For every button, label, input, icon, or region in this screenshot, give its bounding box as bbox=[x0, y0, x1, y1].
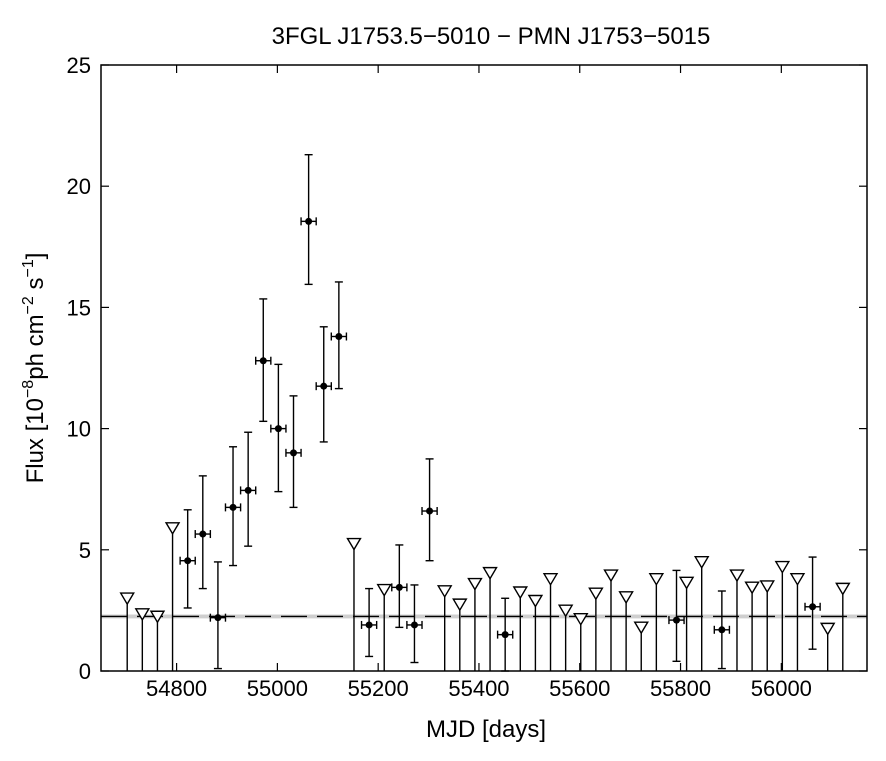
data-point bbox=[718, 626, 726, 634]
y-tick-label: 0 bbox=[79, 659, 91, 684]
upper-limit-marker bbox=[633, 621, 649, 635]
data-point bbox=[199, 530, 207, 538]
upper-limit-marker bbox=[774, 560, 791, 574]
upper-limit-marker bbox=[557, 604, 574, 618]
upper-limit-marker bbox=[729, 569, 745, 583]
upper-limit-marker bbox=[164, 522, 181, 536]
chart-title: 3FGL J1753.5−5010 − PMN J1753−5015 bbox=[272, 23, 711, 50]
upper-limit-marker bbox=[542, 572, 559, 587]
plot-frame bbox=[100, 64, 868, 672]
data-point bbox=[501, 631, 509, 639]
upper-limit-marker bbox=[789, 572, 806, 587]
upper-limit-marker bbox=[467, 577, 483, 591]
upper-limit-marker bbox=[376, 583, 392, 597]
y-tick-label: 15 bbox=[67, 295, 91, 320]
data-point bbox=[320, 382, 328, 390]
x-tick-label: 55200 bbox=[348, 676, 409, 701]
upper-limit-marker bbox=[693, 556, 710, 570]
upper-limit-marker bbox=[512, 586, 529, 600]
data-point bbox=[365, 621, 373, 629]
data-point bbox=[395, 583, 403, 591]
upper-limit-marker bbox=[603, 569, 619, 583]
x-axis-label: MJD [days] bbox=[426, 716, 546, 743]
data-point bbox=[410, 621, 418, 629]
upper-limit-marker bbox=[573, 612, 589, 627]
upper-limit-marker bbox=[452, 598, 468, 612]
x-tick-label: 55400 bbox=[448, 676, 509, 701]
y-tick-label: 10 bbox=[67, 417, 91, 442]
upper-limit-marker bbox=[346, 537, 362, 551]
x-tick-label: 54800 bbox=[146, 676, 207, 701]
y-tick-label: 25 bbox=[67, 53, 91, 78]
x-tick-label: 55600 bbox=[549, 676, 610, 701]
upper-limit-marker bbox=[134, 608, 151, 622]
upper-limit-marker bbox=[119, 592, 135, 606]
plot-area: 54800 55000 55200 55400 55600 55800 56000 0 5 10 1… bbox=[67, 53, 867, 701]
data-point bbox=[259, 357, 267, 365]
upper-limit-marker bbox=[835, 582, 851, 596]
y-tick-label: 5 bbox=[79, 538, 91, 563]
data-point bbox=[335, 332, 343, 340]
upper-limit-marker bbox=[149, 610, 166, 624]
upper-limit-marker bbox=[618, 591, 634, 605]
data-point bbox=[673, 616, 681, 624]
upper-limit-marker bbox=[759, 580, 775, 594]
data-point bbox=[184, 557, 192, 565]
x-tick-label: 55800 bbox=[650, 676, 711, 701]
upper-limit-marker bbox=[527, 594, 544, 608]
data-point bbox=[214, 614, 222, 622]
upper-limit-marker bbox=[482, 566, 498, 580]
upper-limit-marker bbox=[819, 622, 836, 636]
x-tick-label: 55000 bbox=[247, 676, 308, 701]
data-point bbox=[809, 603, 817, 611]
data-point bbox=[290, 449, 298, 457]
x-tick-label: 56000 bbox=[751, 676, 812, 701]
upper-limit-marker bbox=[678, 576, 695, 590]
upper-limit-marker bbox=[744, 581, 760, 595]
data-point bbox=[305, 217, 313, 225]
upper-limit-marker bbox=[588, 587, 604, 601]
y-tick-label: 20 bbox=[67, 174, 91, 199]
y-axis-label: Flux [10−8ph cm−2 s−1] bbox=[20, 253, 49, 484]
data-point bbox=[244, 486, 252, 494]
upper-limit-marker bbox=[436, 585, 453, 599]
data-point bbox=[229, 503, 237, 511]
data-point bbox=[426, 507, 434, 515]
upper-limit-marker bbox=[648, 572, 665, 587]
data-point bbox=[274, 425, 282, 433]
